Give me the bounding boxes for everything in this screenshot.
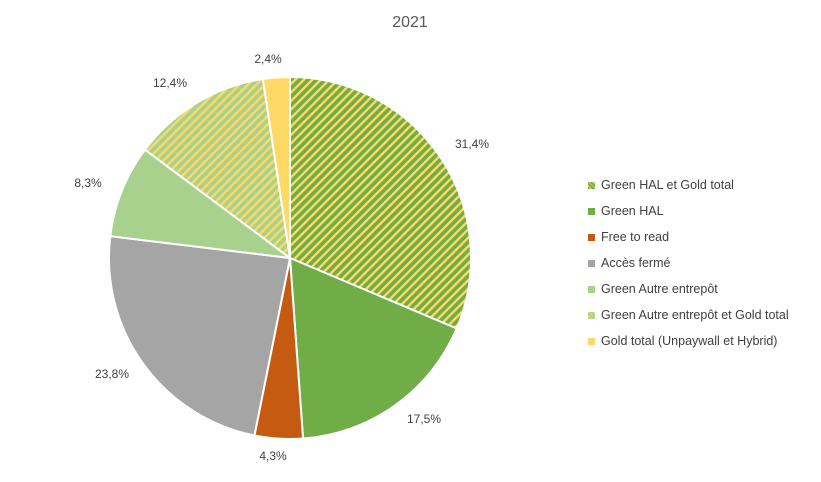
chart-legend: Green HAL et Gold total Green HAL Free to … <box>588 172 789 354</box>
pie-slice <box>108 235 292 437</box>
legend-swatch <box>588 259 595 267</box>
pie-slice <box>261 75 291 259</box>
legend-label: Green HAL <box>601 204 664 218</box>
legend-label: Green Autre entrepôt <box>601 282 718 296</box>
legend-item: Green HAL <box>588 198 789 224</box>
pie-slice <box>143 77 292 261</box>
legend-swatch <box>588 181 595 189</box>
data-label: 23,8% <box>95 367 129 381</box>
legend-item: Green Autre entrepôt <box>588 276 789 302</box>
legend-swatch <box>588 233 595 241</box>
legend-swatch <box>588 285 595 293</box>
data-label: 12,4% <box>153 76 187 90</box>
data-label: 8,3% <box>74 176 102 190</box>
pie-slice <box>288 256 459 440</box>
data-label: 2,4% <box>254 52 282 66</box>
chart-title: 2021 <box>392 14 428 31</box>
legend-swatch <box>588 311 595 319</box>
data-label: 4,3% <box>259 449 287 463</box>
legend-item: Free to read <box>588 224 789 250</box>
legend-item: Green Autre entrepôt et Gold total <box>588 302 789 328</box>
legend-item: Green HAL et Gold total <box>588 172 789 198</box>
pie-slice <box>289 75 472 330</box>
data-label: 17,5% <box>407 412 441 426</box>
legend-item: Accès fermé <box>588 250 789 276</box>
legend-item: Gold total (Unpaywall et Hybrid) <box>588 328 789 354</box>
legend-swatch <box>588 337 595 345</box>
legend-label: Accès fermé <box>601 256 671 270</box>
data-label: 31,4% <box>455 137 489 151</box>
pie-slice <box>109 148 294 260</box>
legend-label: Free to read <box>601 230 670 244</box>
legend-label: Green Autre entrepôt et Gold total <box>601 308 789 322</box>
legend-label: Gold total (Unpaywall et Hybrid) <box>601 334 778 348</box>
legend-label: Green HAL et Gold total <box>601 178 734 192</box>
legend-swatch <box>588 207 595 215</box>
